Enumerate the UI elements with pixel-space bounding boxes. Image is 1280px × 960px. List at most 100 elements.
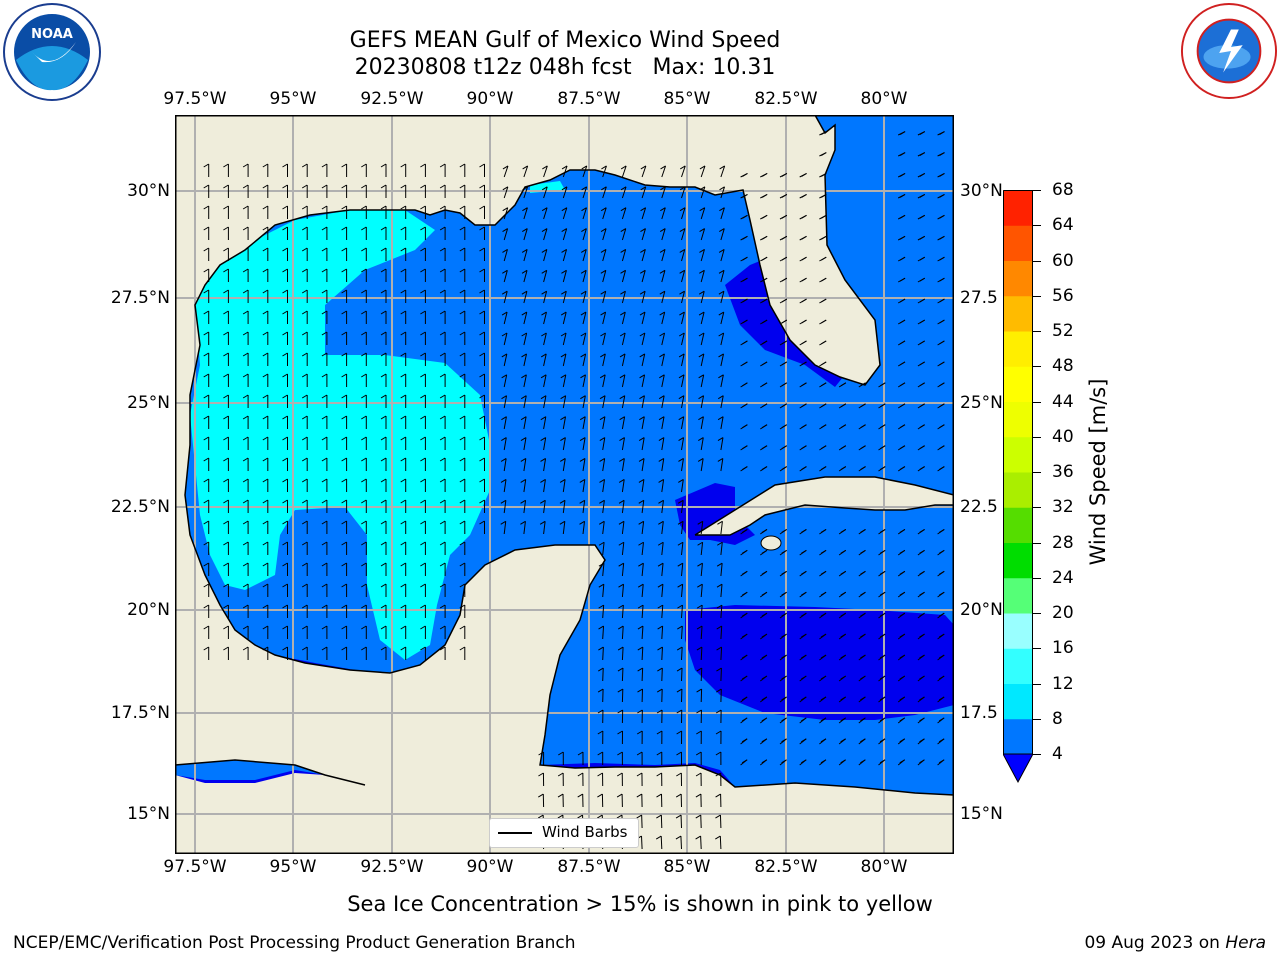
wind-barb-flag: [938, 591, 945, 596]
wind-barb: [681, 270, 686, 283]
colorbar-tick: [1033, 295, 1041, 297]
wind-barb-flag: [400, 562, 406, 567]
wind-barb-flag: [301, 436, 308, 441]
wind-barb-flag: [676, 730, 682, 735]
wind-barb: [523, 249, 528, 262]
wind-barb-flag: [321, 352, 328, 357]
wind-barb-flag: [203, 583, 209, 588]
wind-barb-flag: [380, 226, 387, 231]
wind-barb: [700, 374, 705, 388]
wind-barb-flag: [203, 604, 209, 609]
wind-barb-flag: [717, 395, 724, 400]
wind-barb-flag: [716, 667, 722, 672]
wind-barb-flag: [899, 403, 906, 408]
wind-barb-flag: [719, 165, 725, 170]
wind-barb-flag: [459, 625, 466, 630]
wind-barb-flag: [820, 591, 827, 596]
wind-barb-flag: [919, 654, 925, 659]
wind-barb-flag: [597, 688, 604, 693]
wind-barb: [700, 584, 703, 598]
lat-label-left: 27.5°N: [110, 288, 170, 308]
wind-barb-flag: [801, 424, 807, 429]
wind-barb-flag: [939, 235, 945, 240]
wind-barb: [681, 437, 685, 451]
wind-barb-flag: [223, 247, 229, 252]
wind-barb: [681, 542, 684, 556]
wind-barb-flag: [321, 226, 328, 231]
wind-barb-flag: [761, 549, 768, 554]
wind-barb-flag: [361, 352, 367, 357]
wind-barb: [641, 332, 646, 346]
wind-barb-flag: [301, 646, 308, 651]
wind-barb-flag: [459, 331, 466, 336]
wind-barb: [562, 249, 568, 262]
wind-barb-flag: [420, 247, 426, 252]
wind-barb-flag: [719, 186, 725, 191]
wind-barb: [543, 291, 548, 304]
wind-barb: [523, 270, 528, 283]
wind-barb-flag: [657, 625, 663, 630]
wind-barb-flag: [561, 248, 567, 253]
wind-barb: [700, 521, 704, 535]
wind-barb-flag: [717, 458, 724, 462]
wind-barb-flag: [781, 235, 788, 240]
wind-barb-flag: [639, 395, 645, 400]
wind-barb-flag: [262, 646, 269, 651]
wind-barb: [503, 291, 508, 304]
wind-barb-flag: [521, 311, 528, 316]
wind-barb-flag: [361, 268, 367, 273]
wind-barb-flag: [879, 675, 886, 680]
wind-barb-flag: [761, 173, 768, 177]
wind-barb-flag: [879, 570, 886, 575]
colorbar-tick: [1033, 260, 1041, 262]
credit-text: NCEP/EMC/Verification Post Processing Pr…: [13, 933, 576, 953]
lat-label-right: 15°N: [960, 804, 1003, 824]
wind-barb-flag: [301, 205, 308, 210]
wind-barb-flag: [223, 457, 229, 462]
wind-barb-flag: [617, 688, 624, 693]
wind-barb: [681, 584, 684, 598]
wind-barb-flag: [676, 667, 683, 672]
chart-subtitle: 20230808 t12z 048h fcst Max: 10.31: [354, 55, 776, 80]
wind-barb: [681, 353, 685, 367]
wind-barb-flag: [741, 717, 748, 722]
wind-barb-flag: [420, 625, 426, 630]
wind-barb-flag: [658, 395, 665, 400]
wind-barb-flag: [919, 193, 926, 198]
wind-barb-flag: [761, 214, 768, 219]
wind-barb-flag: [540, 395, 547, 400]
wind-barb-flag: [638, 520, 644, 525]
wind-barb-flag: [600, 311, 606, 316]
wind-barb: [621, 458, 625, 472]
wind-barb-flag: [620, 290, 626, 295]
lat-label-right: 22.5: [960, 497, 998, 517]
wind-barb-flag: [761, 528, 768, 533]
wind-barb-flag: [361, 331, 367, 336]
wind-barb-flag: [899, 445, 906, 450]
wind-barb-flag: [559, 478, 566, 483]
wind-barb-flag: [879, 654, 886, 659]
wind-barb-flag: [439, 499, 446, 504]
wind-barb-flag: [699, 228, 705, 232]
wind-barb-flag: [479, 163, 485, 168]
wind-barb: [582, 479, 586, 493]
wind-barb-flag: [439, 541, 446, 546]
wind-barb-flag: [361, 646, 367, 651]
colorbar-tick: [1033, 718, 1041, 720]
wind-barb-flag: [938, 654, 945, 659]
wind-barb-flag: [301, 247, 308, 252]
wind-barb: [602, 332, 606, 346]
wind-barb: [700, 332, 705, 346]
wind-barb-flag: [879, 466, 886, 471]
wind-barb-flag: [262, 499, 269, 504]
colorbar: [1003, 190, 1033, 784]
wind-barb-flag: [781, 193, 788, 198]
wind-barb-flag: [262, 310, 269, 315]
wind-barb-flag: [840, 424, 847, 429]
wind-barb-flag: [820, 528, 827, 533]
wind-barb-flag: [580, 248, 587, 253]
wind-barb-flag: [521, 332, 527, 337]
wind-barb-flag: [919, 591, 925, 596]
wind-barb: [562, 291, 567, 304]
wind-barb-flag: [262, 163, 269, 168]
